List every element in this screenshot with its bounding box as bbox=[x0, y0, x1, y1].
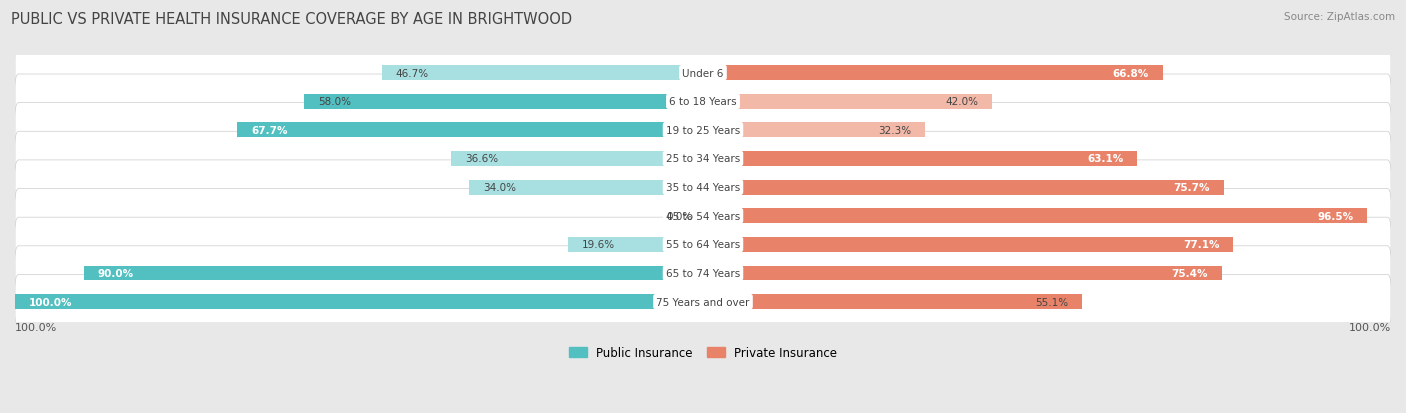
Text: 55 to 64 Years: 55 to 64 Years bbox=[666, 240, 740, 250]
Text: 100.0%: 100.0% bbox=[15, 323, 58, 332]
Text: 55.1%: 55.1% bbox=[1035, 297, 1069, 307]
Text: 90.0%: 90.0% bbox=[97, 268, 134, 278]
Text: Under 6: Under 6 bbox=[682, 69, 724, 78]
Bar bbox=[703, 266, 1222, 281]
Text: 6 to 18 Years: 6 to 18 Years bbox=[669, 97, 737, 107]
Text: 67.7%: 67.7% bbox=[252, 126, 287, 135]
Text: 34.0%: 34.0% bbox=[482, 183, 516, 192]
Text: 75.4%: 75.4% bbox=[1171, 268, 1208, 278]
Text: 36.6%: 36.6% bbox=[465, 154, 498, 164]
FancyBboxPatch shape bbox=[15, 46, 1391, 100]
Bar bbox=[703, 66, 1163, 81]
Text: 96.5%: 96.5% bbox=[1317, 211, 1353, 221]
Text: 63.1%: 63.1% bbox=[1087, 154, 1123, 164]
Text: PUBLIC VS PRIVATE HEALTH INSURANCE COVERAGE BY AGE IN BRIGHTWOOD: PUBLIC VS PRIVATE HEALTH INSURANCE COVER… bbox=[11, 12, 572, 27]
Text: 100.0%: 100.0% bbox=[1348, 323, 1391, 332]
Bar bbox=[304, 95, 703, 109]
Bar bbox=[703, 152, 1137, 166]
Bar bbox=[703, 180, 1223, 195]
Text: 58.0%: 58.0% bbox=[318, 97, 350, 107]
Bar bbox=[238, 123, 703, 138]
FancyBboxPatch shape bbox=[15, 218, 1391, 272]
Bar bbox=[568, 237, 703, 252]
FancyBboxPatch shape bbox=[15, 189, 1391, 243]
Bar bbox=[451, 152, 703, 166]
Text: 45 to 54 Years: 45 to 54 Years bbox=[666, 211, 740, 221]
Text: 19.6%: 19.6% bbox=[582, 240, 614, 250]
FancyBboxPatch shape bbox=[15, 246, 1391, 301]
Text: 75.7%: 75.7% bbox=[1174, 183, 1211, 192]
FancyBboxPatch shape bbox=[15, 275, 1391, 329]
Bar bbox=[84, 266, 703, 281]
Text: 100.0%: 100.0% bbox=[28, 297, 72, 307]
FancyBboxPatch shape bbox=[15, 161, 1391, 215]
Bar bbox=[703, 123, 925, 138]
Text: 19 to 25 Years: 19 to 25 Years bbox=[666, 126, 740, 135]
Text: 75 Years and over: 75 Years and over bbox=[657, 297, 749, 307]
Text: Source: ZipAtlas.com: Source: ZipAtlas.com bbox=[1284, 12, 1395, 22]
FancyBboxPatch shape bbox=[15, 103, 1391, 158]
Text: 42.0%: 42.0% bbox=[945, 97, 979, 107]
Text: 0.0%: 0.0% bbox=[666, 211, 693, 221]
Text: 35 to 44 Years: 35 to 44 Years bbox=[666, 183, 740, 192]
Bar bbox=[15, 294, 703, 309]
Bar bbox=[381, 66, 703, 81]
Bar bbox=[703, 237, 1233, 252]
FancyBboxPatch shape bbox=[15, 75, 1391, 129]
FancyBboxPatch shape bbox=[15, 132, 1391, 186]
Text: 77.1%: 77.1% bbox=[1184, 240, 1219, 250]
Bar bbox=[703, 209, 1367, 224]
Bar bbox=[470, 180, 703, 195]
Bar bbox=[703, 95, 993, 109]
Text: 65 to 74 Years: 65 to 74 Years bbox=[666, 268, 740, 278]
Text: 32.3%: 32.3% bbox=[879, 126, 911, 135]
Legend: Public Insurance, Private Insurance: Public Insurance, Private Insurance bbox=[564, 342, 842, 364]
Text: 25 to 34 Years: 25 to 34 Years bbox=[666, 154, 740, 164]
Text: 66.8%: 66.8% bbox=[1112, 69, 1149, 78]
Text: 46.7%: 46.7% bbox=[395, 69, 429, 78]
Bar bbox=[703, 294, 1083, 309]
